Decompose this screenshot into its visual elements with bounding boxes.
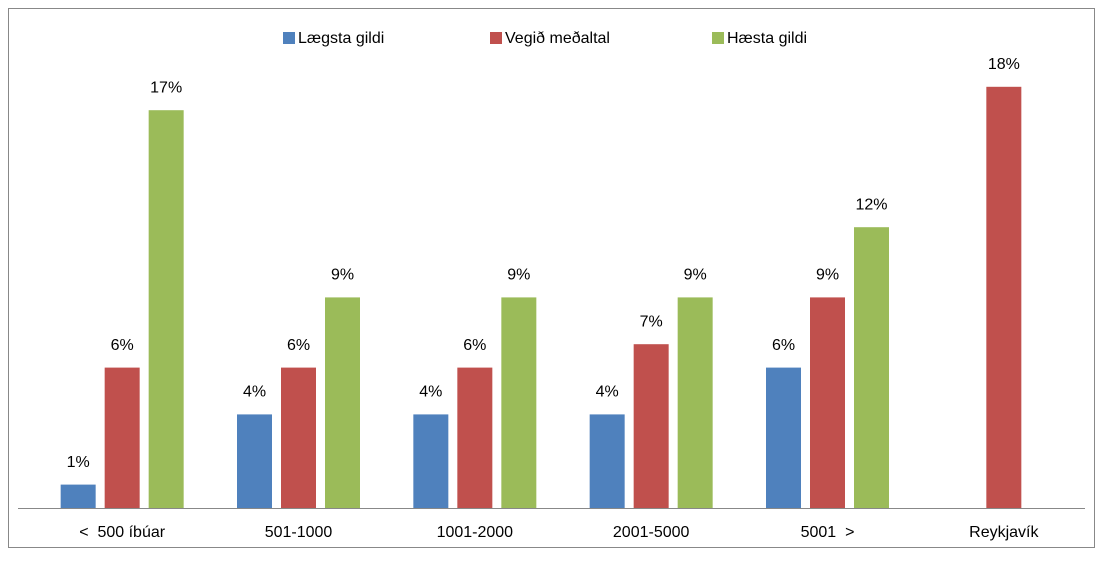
bar: [501, 297, 537, 508]
data-label: 9%: [331, 267, 354, 284]
x-tick-label: Reykjavík: [969, 524, 1039, 541]
data-label: 4%: [419, 384, 442, 401]
legend-swatch: [712, 32, 724, 44]
bar: [633, 344, 669, 508]
data-label: 6%: [111, 337, 134, 354]
bar: [325, 297, 360, 508]
data-label: 6%: [772, 337, 795, 354]
bar: [986, 86, 1022, 509]
bar: [104, 367, 140, 508]
data-label: 9%: [684, 267, 707, 284]
data-label: 18%: [988, 56, 1020, 73]
bar: [810, 297, 845, 508]
data-label: 12%: [855, 196, 887, 213]
x-tick-label: 2001-5000: [613, 524, 690, 541]
bar: [148, 110, 184, 508]
data-label: 9%: [507, 267, 530, 284]
data-label: 9%: [816, 267, 839, 284]
legend-label: Hæsta gildi: [727, 30, 807, 47]
data-label: 7%: [640, 313, 663, 330]
bar: [237, 414, 272, 508]
bar: [457, 367, 493, 508]
chart-border: [8, 8, 1095, 548]
data-label: 4%: [243, 384, 266, 401]
x-tick-label: 5001 >: [801, 524, 855, 541]
x-tick-label: < 500 íbúar: [79, 524, 166, 541]
bar: [854, 227, 889, 508]
data-label: 6%: [287, 337, 310, 354]
x-tick-label: 501-1000: [265, 524, 333, 541]
legend-swatch: [283, 32, 295, 44]
legend-swatch: [490, 32, 502, 44]
bar: [766, 367, 801, 508]
data-label: 4%: [596, 384, 619, 401]
bar: [281, 367, 316, 508]
data-label: 1%: [67, 454, 90, 471]
data-label: 17%: [150, 79, 182, 96]
bar: [677, 297, 713, 508]
legend-label: Vegið meðaltal: [505, 30, 610, 47]
bar: [589, 414, 625, 508]
data-label: 6%: [463, 337, 486, 354]
bar: [60, 484, 96, 508]
bar: [413, 414, 449, 508]
x-tick-label: 1001-2000: [437, 524, 514, 541]
legend-label: Lægsta gildi: [298, 30, 384, 47]
